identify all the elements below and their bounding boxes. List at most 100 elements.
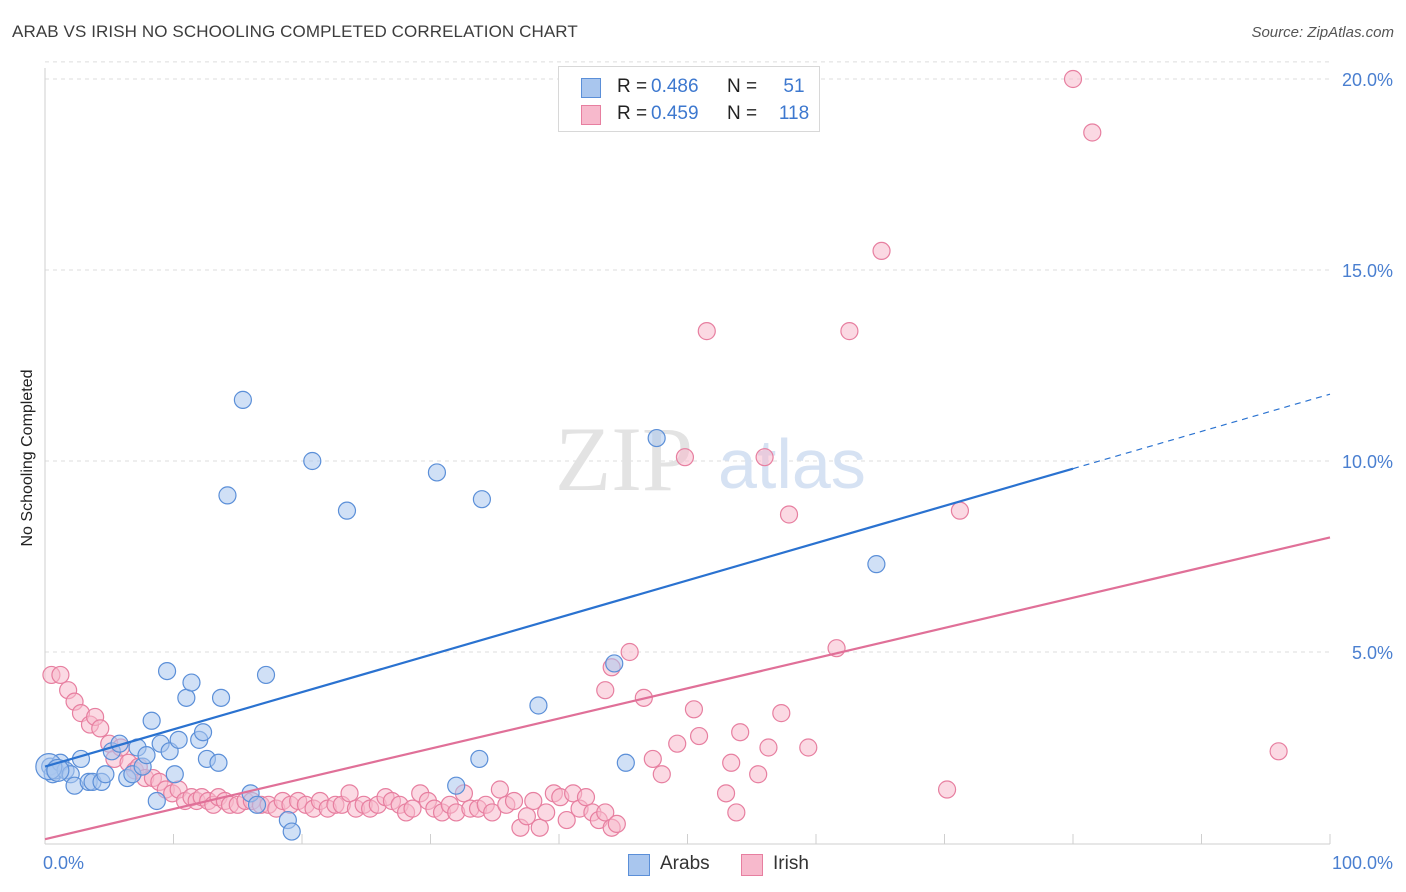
arabs-point bbox=[137, 746, 156, 765]
arabs-point bbox=[218, 486, 237, 505]
arabs-point bbox=[209, 753, 228, 772]
irish-point bbox=[51, 665, 70, 685]
y-tick-label: 10.0% bbox=[1342, 452, 1393, 472]
legend-n-value: 118 bbox=[778, 103, 810, 124]
irish-point bbox=[759, 738, 778, 757]
arabs-point bbox=[303, 451, 322, 471]
irish-point bbox=[799, 738, 818, 757]
y-tick-label: 20.0% bbox=[1342, 70, 1393, 90]
irish-point bbox=[340, 784, 359, 803]
watermark-zip: ZIP bbox=[555, 408, 693, 510]
irish-point bbox=[689, 726, 709, 746]
series-swatch-irish bbox=[741, 854, 763, 876]
irish-trend-line bbox=[44, 536, 1331, 841]
legend-r-value: 0.486 bbox=[651, 76, 699, 97]
irish-point bbox=[652, 765, 671, 784]
arabs-point bbox=[142, 711, 161, 730]
trend-lines bbox=[44, 393, 1331, 841]
arabs-point bbox=[182, 673, 201, 692]
arabs-point bbox=[110, 734, 129, 753]
legend-r-label: R = bbox=[617, 103, 648, 124]
irish-point bbox=[716, 784, 736, 803]
arabs-point bbox=[447, 776, 466, 795]
arabs-trend-line bbox=[44, 467, 1074, 768]
tick-labels: 5.0% 10.0% 15.0% 20.0% 0.0% 100.0% bbox=[43, 70, 1393, 873]
legend-n-value: 51 bbox=[783, 76, 805, 97]
arabs-point bbox=[165, 765, 184, 784]
source-label: Source: ZipAtlas.com bbox=[1251, 24, 1394, 41]
irish-point bbox=[872, 241, 891, 260]
grid-lines bbox=[45, 61, 1330, 653]
irish-point bbox=[668, 734, 687, 753]
irish-point bbox=[731, 723, 750, 742]
arabs-point bbox=[193, 723, 213, 742]
irish-point bbox=[537, 803, 556, 822]
x-tick-label: 0.0% bbox=[43, 853, 84, 873]
irish-point bbox=[950, 501, 970, 520]
irish-point bbox=[596, 803, 615, 822]
legend-n-label: N = bbox=[727, 76, 758, 97]
irish-point bbox=[1269, 742, 1288, 761]
arabs-point bbox=[605, 654, 624, 673]
irish-point bbox=[483, 803, 502, 822]
watermark: ZIP atlas bbox=[555, 408, 866, 510]
correlation-legend: R = 0.486 N = 51 R = 0.459 N = 118 bbox=[558, 66, 820, 132]
series-label-irish: Irish bbox=[773, 853, 809, 874]
series-label-arabs: Arabs bbox=[660, 853, 710, 874]
irish-point bbox=[840, 322, 859, 341]
arabs-point bbox=[337, 501, 357, 520]
arabs-point bbox=[147, 791, 166, 811]
arabs-points bbox=[35, 390, 886, 841]
legend-n-label: N = bbox=[727, 103, 758, 124]
irish-point bbox=[643, 749, 662, 769]
series-swatch-arabs bbox=[628, 854, 650, 876]
irish-point bbox=[755, 448, 774, 467]
irish-point bbox=[1063, 69, 1083, 89]
irish-point bbox=[684, 700, 704, 719]
chart-title: ARAB VS IRISH NO SCHOOLING COMPLETED COR… bbox=[12, 22, 578, 41]
irish-point bbox=[620, 642, 639, 662]
irish-point bbox=[1083, 123, 1102, 142]
axes bbox=[44, 68, 1331, 845]
irish-point bbox=[91, 719, 110, 738]
arabs-trend-extension bbox=[1072, 393, 1331, 470]
arabs-point bbox=[529, 696, 548, 715]
y-tick-label: 5.0% bbox=[1352, 643, 1393, 663]
irish-point bbox=[772, 704, 791, 723]
legend-r-value: 0.459 bbox=[651, 103, 699, 124]
irish-point bbox=[727, 803, 746, 822]
arabs-point bbox=[867, 555, 886, 574]
arabs-point bbox=[647, 428, 666, 448]
irish-point bbox=[749, 765, 768, 784]
arabs-point bbox=[256, 665, 276, 685]
irish-point bbox=[490, 780, 509, 799]
irish-points bbox=[42, 69, 1288, 837]
irish-point bbox=[524, 791, 543, 811]
arabs-point bbox=[427, 463, 447, 482]
irish-point bbox=[779, 505, 799, 524]
arabs-point bbox=[169, 730, 188, 749]
arabs-point bbox=[211, 688, 231, 707]
arabs-point bbox=[157, 661, 177, 681]
irish-point bbox=[557, 810, 576, 830]
irish-point bbox=[675, 448, 695, 467]
irish-point bbox=[403, 799, 422, 818]
irish-point bbox=[937, 780, 957, 799]
watermark-atlas: atlas bbox=[718, 425, 866, 503]
arabs-point bbox=[177, 688, 196, 707]
irish-point bbox=[530, 818, 549, 837]
irish-point bbox=[517, 807, 536, 826]
irish-point bbox=[576, 788, 596, 807]
arabs-point bbox=[470, 749, 489, 769]
y-tick-label: 15.0% bbox=[1342, 261, 1393, 281]
irish-point bbox=[722, 753, 741, 772]
arabs-point bbox=[233, 390, 252, 409]
arabs-point bbox=[247, 795, 267, 814]
irish-point bbox=[607, 814, 626, 834]
legend-r-label: R = bbox=[617, 76, 648, 97]
arabs-point bbox=[616, 753, 635, 772]
irish-point bbox=[697, 322, 716, 341]
arabs-point bbox=[282, 822, 301, 841]
x-tick-label: 100.0% bbox=[1332, 853, 1393, 873]
